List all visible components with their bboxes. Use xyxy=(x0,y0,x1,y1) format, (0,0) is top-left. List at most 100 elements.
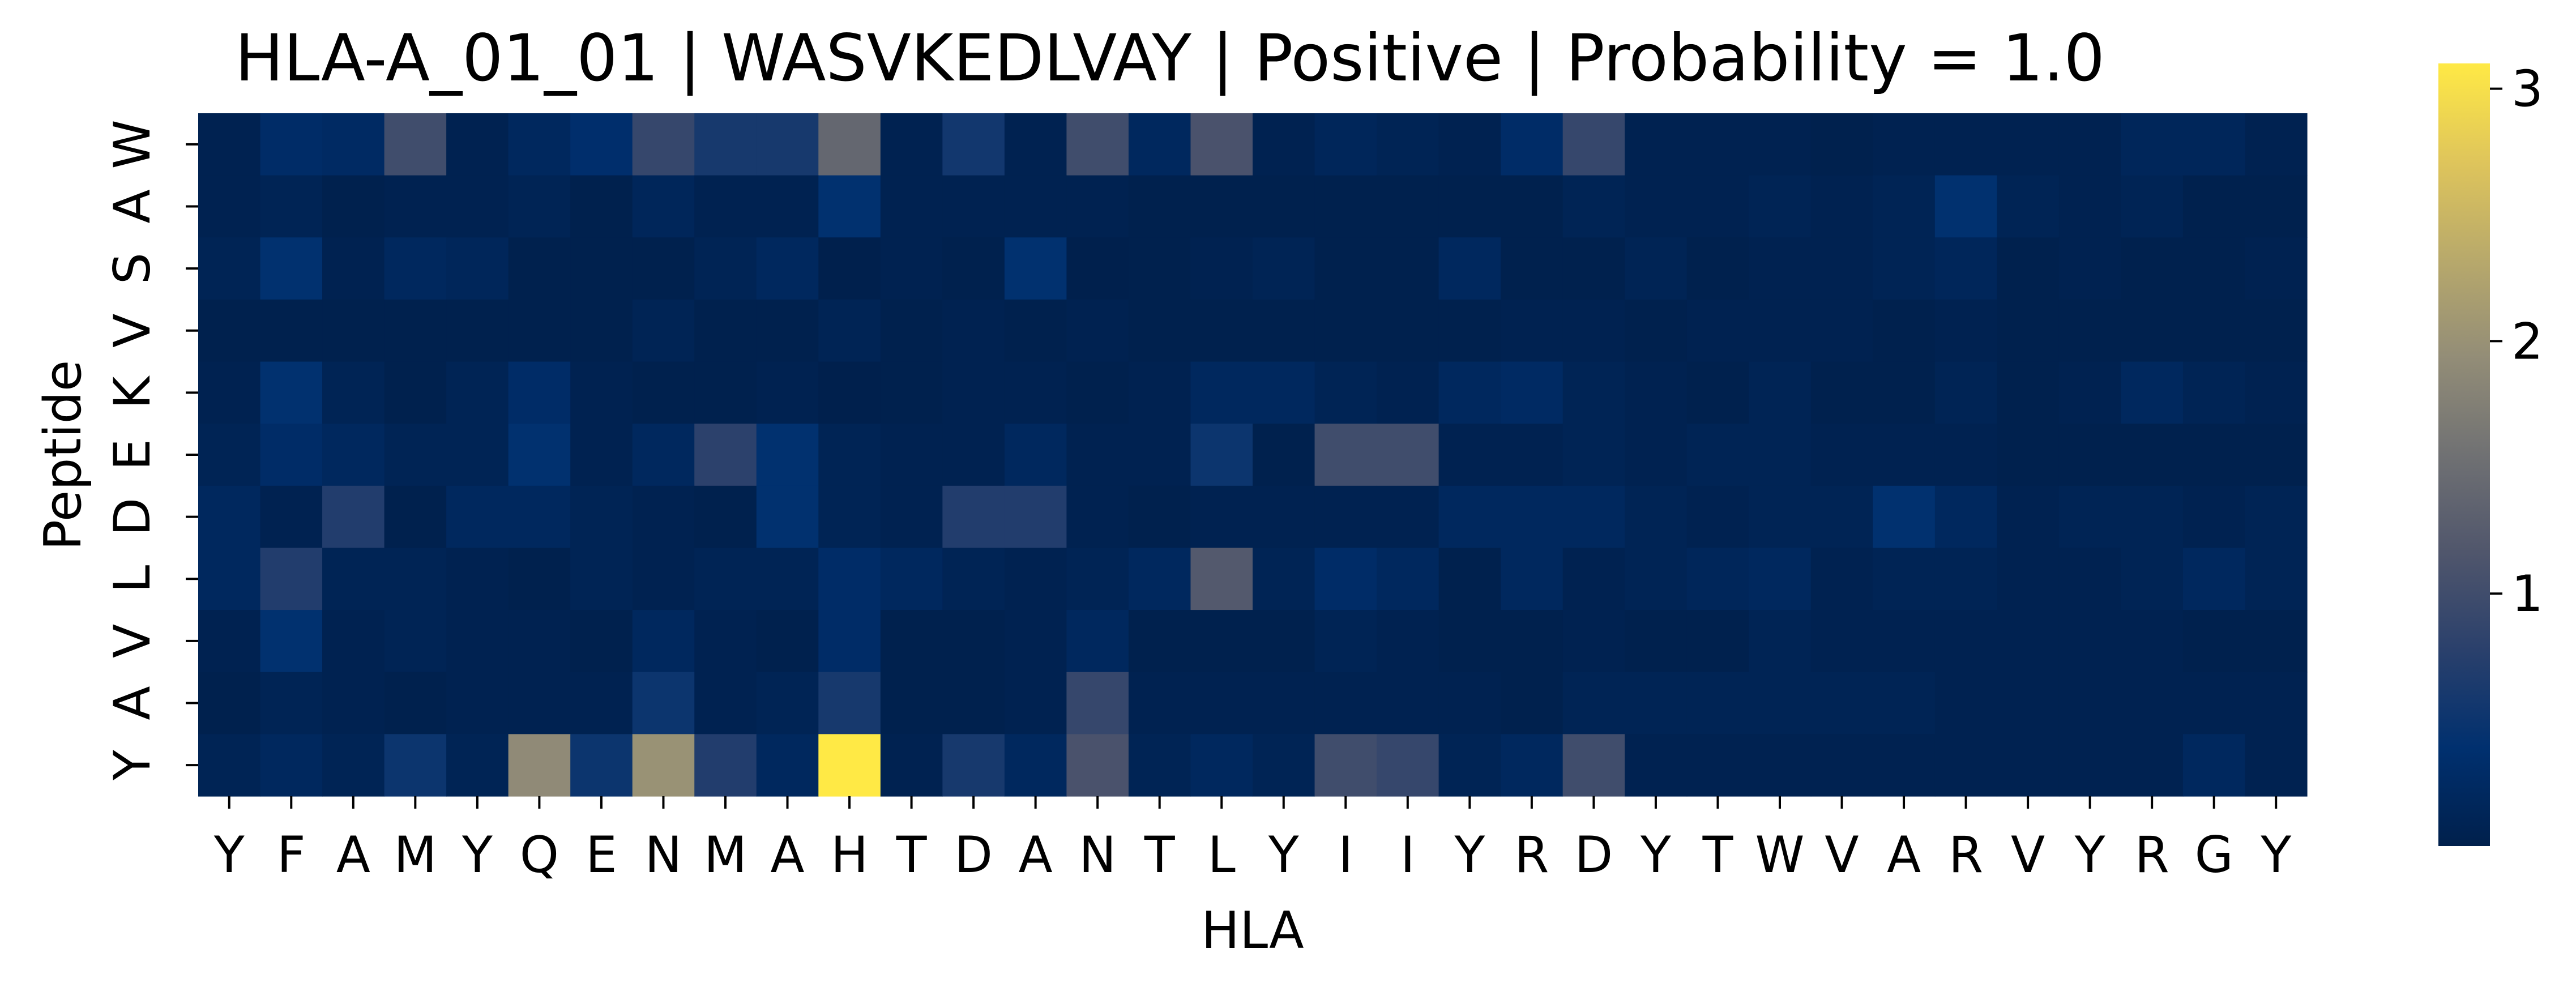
heatmap-cell xyxy=(570,175,633,238)
heatmap-cell xyxy=(2182,424,2246,486)
heatmap-cell xyxy=(1004,113,1067,176)
heatmap-cell xyxy=(1997,610,2060,673)
heatmap-cell xyxy=(1686,672,1749,734)
heatmap-cell xyxy=(570,113,633,176)
heatmap-cell xyxy=(384,610,447,673)
x-tick-label: D xyxy=(954,826,993,884)
heatmap-cell xyxy=(446,299,509,362)
heatmap-cell xyxy=(1190,175,1253,238)
heatmap-cell xyxy=(756,113,819,176)
x-tick-label: A xyxy=(1019,826,1053,884)
heatmap-cell xyxy=(1873,672,1936,734)
x-tick-label: Y xyxy=(213,826,245,884)
heatmap-cell xyxy=(1004,299,1067,362)
y-tick-label: A xyxy=(103,189,161,223)
colorbar-tick-label: 3 xyxy=(2511,60,2543,118)
heatmap-cell xyxy=(1873,485,1936,549)
heatmap-cell xyxy=(1128,361,1191,424)
heatmap-cell xyxy=(1128,424,1191,486)
heatmap-cell xyxy=(1810,548,1873,610)
heatmap-cell xyxy=(1253,424,1315,486)
heatmap-cell xyxy=(446,237,509,300)
heatmap-cell xyxy=(1314,299,1377,362)
y-tick-label: L xyxy=(103,565,161,593)
heatmap-cell xyxy=(942,485,1005,549)
heatmap-cell xyxy=(570,485,633,549)
heatmap-cell xyxy=(1873,237,1936,300)
heatmap-cell xyxy=(2245,113,2308,176)
heatmap-cell xyxy=(1686,299,1749,362)
x-tick-label: E xyxy=(586,826,617,884)
heatmap-cell xyxy=(1190,548,1253,610)
heatmap-cell xyxy=(446,672,509,734)
heatmap-cell xyxy=(508,237,571,300)
heatmap-cell xyxy=(508,361,571,424)
heatmap-cell xyxy=(1377,175,1439,238)
heatmap-cell xyxy=(818,175,881,238)
heatmap-cell xyxy=(1253,361,1315,424)
heatmap-cell xyxy=(1377,734,1439,797)
heatmap-cell xyxy=(1377,361,1439,424)
heatmap-cell xyxy=(632,424,695,486)
heatmap-cell xyxy=(1934,237,1997,300)
heatmap-cell xyxy=(1190,734,1253,797)
heatmap-cell xyxy=(1997,485,2060,549)
heatmap-cell xyxy=(384,175,447,238)
heatmap-cell xyxy=(1501,485,1563,549)
heatmap-cell xyxy=(2058,610,2122,673)
x-tick-label: V xyxy=(2011,826,2045,884)
heatmap-cell xyxy=(446,610,509,673)
heatmap-cell xyxy=(1066,610,1129,673)
heatmap-cell xyxy=(198,610,261,673)
heatmap-cell xyxy=(322,672,385,734)
heatmap-cell xyxy=(260,485,323,549)
heatmap-cell xyxy=(942,175,1005,238)
heatmap-cell xyxy=(2182,485,2246,549)
heatmap-cell xyxy=(1810,237,1873,300)
x-tick-label: Y xyxy=(462,826,493,884)
heatmap-cell xyxy=(632,237,695,300)
heatmap-cell xyxy=(1501,361,1563,424)
heatmap-cell xyxy=(198,361,261,424)
heatmap-cell xyxy=(1625,361,1688,424)
x-tick-label: I xyxy=(1400,826,1415,884)
x-tick-label: Y xyxy=(1268,826,1299,884)
heatmap-cell xyxy=(260,113,323,176)
y-tick-label: W xyxy=(103,119,161,169)
heatmap-cell xyxy=(1686,237,1749,300)
heatmap-cell xyxy=(694,299,757,362)
heatmap-cell xyxy=(756,734,819,797)
heatmap-cell xyxy=(1997,734,2060,797)
heatmap-cell xyxy=(260,610,323,673)
y-tick-label: S xyxy=(103,253,161,284)
heatmap-cell xyxy=(818,424,881,486)
heatmap-cell xyxy=(756,237,819,300)
heatmap-cell xyxy=(1377,610,1439,673)
heatmap-cell xyxy=(322,113,385,176)
heatmap-cell xyxy=(632,113,695,176)
heatmap-cell xyxy=(1377,672,1439,734)
heatmap-cell xyxy=(322,299,385,362)
heatmap-cell xyxy=(1562,175,1625,238)
heatmap-cell xyxy=(570,361,633,424)
heatmap-cell xyxy=(2121,734,2184,797)
heatmap-cell xyxy=(1997,672,2060,734)
heatmap-cell xyxy=(1314,672,1377,734)
heatmap-cell xyxy=(1686,610,1749,673)
y-tick-label: K xyxy=(103,375,161,409)
x-tick-label: M xyxy=(704,826,747,884)
heatmap-cell xyxy=(1501,548,1563,610)
colorbar xyxy=(2438,63,2490,846)
heatmap-cell xyxy=(1066,175,1129,238)
heatmap-cell xyxy=(1253,734,1315,797)
x-tick-label: T xyxy=(1144,826,1176,884)
x-tick-label: A xyxy=(336,826,370,884)
x-tick-label: R xyxy=(1514,826,1549,884)
heatmap-cell xyxy=(1934,424,1997,486)
heatmap-cell xyxy=(1438,299,1501,362)
heatmap-cell xyxy=(1562,113,1625,176)
x-tick-label: L xyxy=(1208,826,1236,884)
heatmap-cells xyxy=(198,113,2308,797)
heatmap-cell xyxy=(2058,485,2122,549)
